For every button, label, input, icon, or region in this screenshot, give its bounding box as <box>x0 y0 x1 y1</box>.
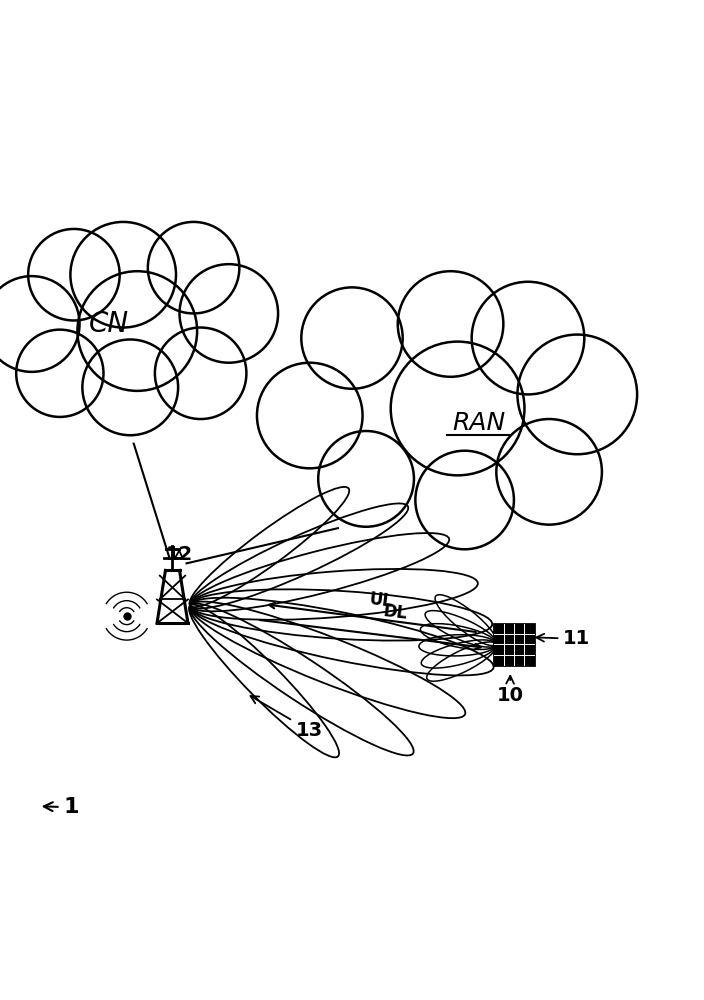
Circle shape <box>28 229 120 320</box>
Circle shape <box>318 431 414 527</box>
Circle shape <box>301 287 403 389</box>
Text: 1: 1 <box>44 797 79 817</box>
Bar <box>494 624 534 665</box>
Text: 11: 11 <box>536 629 591 648</box>
Text: RAN: RAN <box>452 411 505 435</box>
Text: CN: CN <box>89 310 129 338</box>
Text: 10: 10 <box>496 676 523 705</box>
Circle shape <box>70 222 176 328</box>
Circle shape <box>391 342 524 475</box>
Circle shape <box>496 419 602 525</box>
Text: 12: 12 <box>165 545 193 564</box>
Circle shape <box>517 335 637 454</box>
Circle shape <box>16 330 103 417</box>
Circle shape <box>0 276 80 372</box>
Circle shape <box>398 271 503 377</box>
Circle shape <box>472 282 584 394</box>
Circle shape <box>257 363 363 468</box>
Circle shape <box>82 339 178 435</box>
Circle shape <box>180 264 278 363</box>
Text: DL: DL <box>382 602 408 623</box>
Circle shape <box>415 451 514 549</box>
Text: 13: 13 <box>251 696 323 740</box>
Text: UL: UL <box>367 590 394 611</box>
Circle shape <box>148 222 239 313</box>
Circle shape <box>77 271 197 391</box>
Circle shape <box>155 328 246 419</box>
